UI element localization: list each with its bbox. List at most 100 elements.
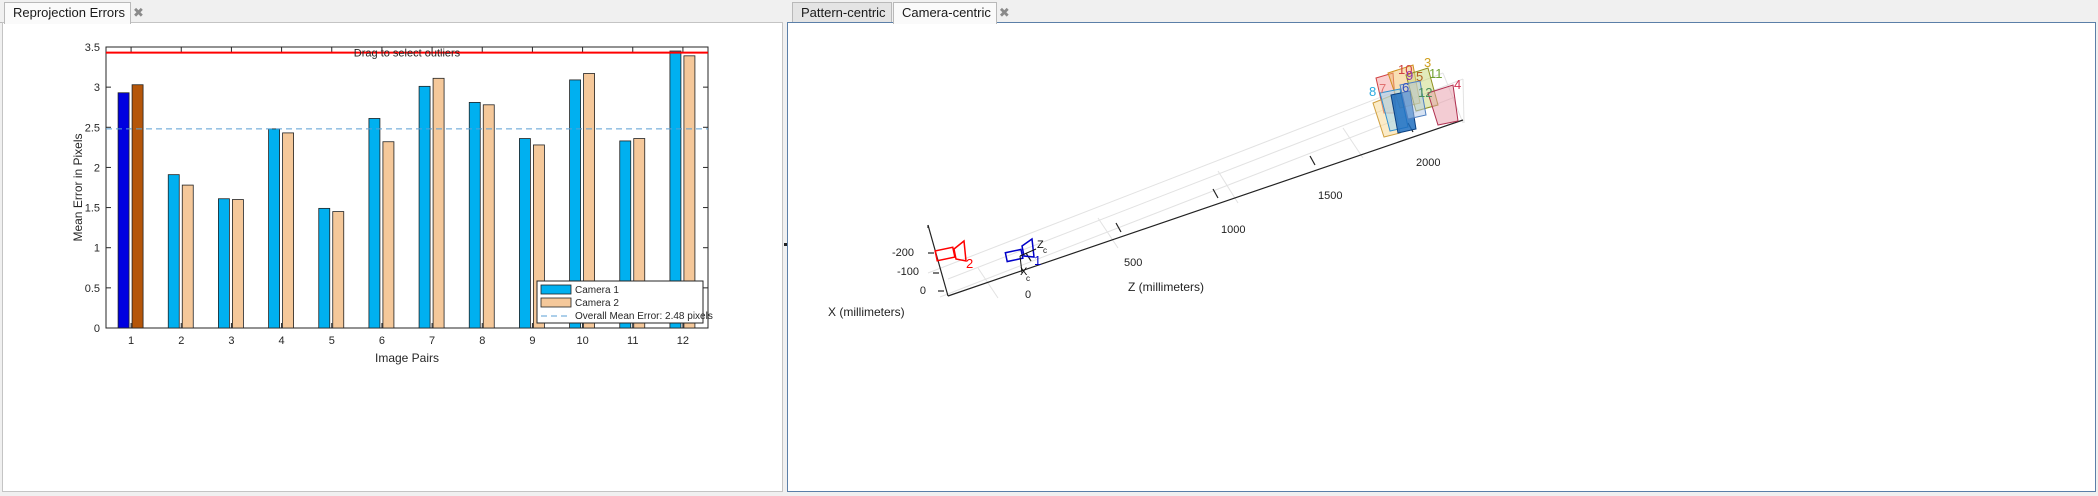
pattern-labels: 8 7 10 9 6 3 11 5 12 4: [1369, 55, 1461, 100]
z-axis-label: Z (millimeters): [1128, 280, 1204, 294]
x-tick-label: 11: [627, 335, 638, 347]
close-icon[interactable]: ✖: [133, 5, 144, 20]
camera-2-icon[interactable]: 2: [934, 239, 973, 271]
splitter-handle[interactable]: [784, 243, 787, 246]
camera-axes: [1019, 248, 1037, 274]
z-tick-labels: 0 500 1000 1500 2000: [1025, 157, 1440, 301]
bar-camera-2[interactable]: [583, 73, 595, 329]
camera-label: 1: [1034, 253, 1041, 268]
y-tick-label: 0.5: [85, 283, 100, 295]
bar-camera-2[interactable]: [633, 138, 646, 329]
tab-camera-centric[interactable]: Camera-centric ✖: [893, 2, 1010, 24]
x-axis-label: X (millimeters): [828, 305, 905, 319]
calibration-patterns[interactable]: [1372, 64, 1459, 138]
tick-label: -100: [897, 266, 919, 278]
y-tick-label: 0: [94, 323, 100, 335]
x-tick-label: 2: [178, 335, 184, 347]
pattern-label: 8: [1369, 84, 1376, 99]
bar-camera-1[interactable]: [569, 79, 581, 329]
pattern-label: 10: [1398, 62, 1412, 77]
bar-camera-1[interactable]: [418, 85, 431, 329]
pattern-label: 4: [1454, 77, 1461, 92]
pattern-label: 3: [1424, 55, 1431, 70]
bar-camera-2[interactable]: [332, 211, 345, 329]
tick-label: 0: [920, 285, 926, 297]
x-tick-label: 4: [279, 335, 285, 347]
tick-label: 500: [1124, 257, 1142, 269]
close-icon[interactable]: ✖: [998, 5, 1010, 20]
camera-label: 2: [966, 256, 973, 271]
bar-camera-1[interactable]: [519, 138, 531, 329]
y-tick-label: 1: [94, 243, 100, 255]
y-axis-label: Mean Error in Pixels: [71, 133, 85, 241]
x-axis-label: Image Pairs: [375, 351, 439, 365]
bar-camera-2[interactable]: [482, 104, 495, 329]
tick-label: 0: [1025, 289, 1031, 301]
bar-camera-2[interactable]: [282, 132, 294, 329]
tick-label: -200: [892, 247, 914, 259]
pattern-label: 9: [1406, 68, 1413, 83]
bar-camera-1[interactable]: [318, 207, 331, 329]
tick-label: 1000: [1221, 224, 1245, 236]
pattern-plane[interactable]: [1399, 80, 1427, 120]
axis-subscript: c: [1026, 274, 1030, 283]
tick-label: 1500: [1318, 190, 1342, 202]
plot-area[interactable]: [105, 46, 709, 329]
tab-label: Camera-centric: [902, 5, 991, 20]
bar-camera-2[interactable]: [181, 184, 194, 329]
pattern-label: 12: [1418, 85, 1432, 100]
x-tick-label: 6: [379, 335, 385, 347]
pattern-label: 7: [1379, 81, 1386, 96]
bar-camera-1[interactable]: [167, 174, 180, 329]
tick-label: 2000: [1416, 157, 1440, 169]
pattern-label: 11: [1429, 66, 1443, 81]
x-tick-label: 8: [479, 335, 485, 347]
bar-camera-2[interactable]: [683, 55, 696, 329]
x-tick-label: 7: [429, 335, 435, 347]
x-tick-label: 9: [529, 335, 535, 347]
reprojection-errors-panel: 0 0.5 1 1.5 2 2.5 3 3.5 1 2 3 4 5 6 7 8 9 10 11 12 Drag to s…: [2, 22, 783, 492]
camera-centric-panel: 0 500 1000 1500 2000 -200 -100 0 Z (mill…: [787, 22, 2096, 492]
camera-axes-labels: Z c X c: [1020, 239, 1047, 283]
legend-label: Camera 2: [575, 298, 619, 309]
x-tick-label: 12: [677, 335, 689, 347]
bar-camera-1[interactable]: [268, 128, 280, 329]
bar-camera-2[interactable]: [131, 84, 144, 329]
bar-camera-1[interactable]: [117, 92, 130, 329]
tab-reprojection-errors[interactable]: Reprojection Errors ✖: [4, 2, 144, 24]
bar-camera-2[interactable]: [382, 141, 395, 329]
bar-camera-2[interactable]: [432, 77, 445, 329]
bar-camera-1[interactable]: [669, 50, 682, 329]
bar-camera-1[interactable]: [368, 118, 381, 329]
legend-swatch-camera-2: [540, 297, 572, 308]
axis-subscript: c: [1043, 246, 1047, 255]
y-tick-label: 2: [94, 162, 100, 174]
pattern-plane[interactable]: [1427, 84, 1459, 126]
bar-camera-2[interactable]: [232, 199, 244, 329]
y-tick-label: 3.5: [85, 42, 100, 54]
tab-label: Reprojection Errors: [13, 5, 125, 20]
x-tick-label: 10: [576, 335, 588, 347]
x-tick-labels: -200 -100 0: [892, 247, 926, 297]
legend-label: Overall Mean Error: 2.48 pixels: [575, 311, 713, 322]
pattern-label: 6: [1402, 80, 1409, 95]
extrinsics-3d-view[interactable]: 0 500 1000 1500 2000 -200 -100 0 Z (mill…: [788, 23, 2095, 491]
tab-pattern-centric[interactable]: Pattern-centric: [792, 2, 892, 22]
legend-label: Camera 1: [575, 285, 619, 296]
bar-camera-1[interactable]: [218, 198, 230, 329]
camera-1-icon[interactable]: 1: [1004, 237, 1041, 268]
axis-label: Z: [1037, 239, 1044, 251]
bar-camera-1[interactable]: [468, 101, 481, 329]
bar-camera-1[interactable]: [619, 140, 632, 329]
drag-hint-label: Drag to select outliers: [354, 48, 461, 60]
x-tick-label: 1: [128, 335, 134, 347]
axis-lines: [927, 119, 1464, 297]
x-tick-label: 3: [228, 335, 234, 347]
axis-label: X: [1020, 266, 1028, 278]
y-tick-label: 1.5: [85, 203, 100, 215]
legend-swatch-camera-1: [540, 284, 572, 295]
bar-camera-2[interactable]: [533, 144, 545, 329]
y-tick-label: 3: [94, 82, 100, 94]
tab-label: Pattern-centric: [801, 5, 886, 20]
